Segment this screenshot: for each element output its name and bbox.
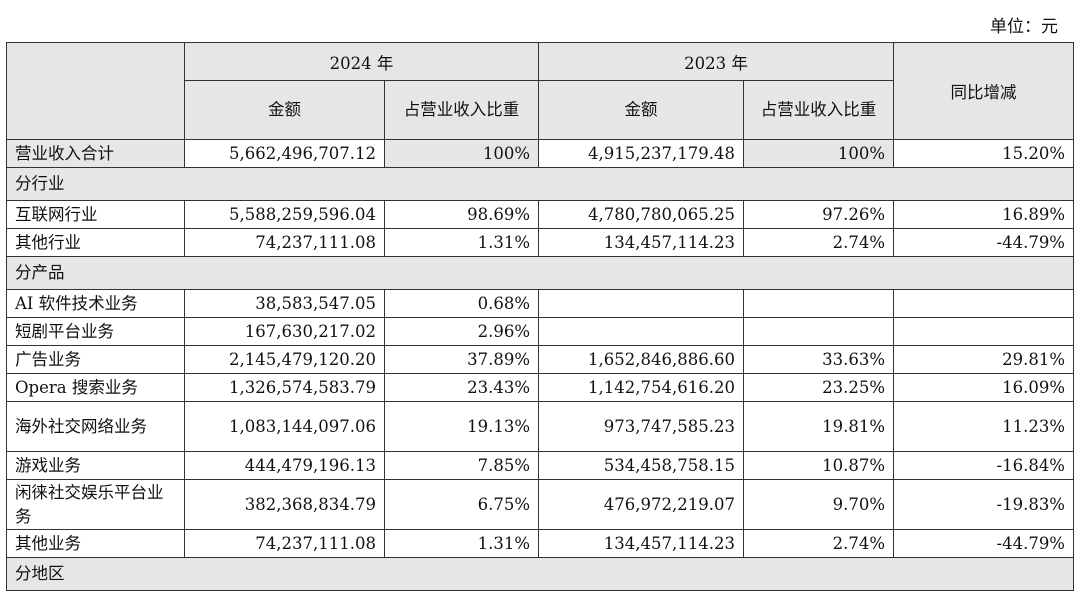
amount-2024: 74,237,111.08 bbox=[184, 529, 385, 558]
total-label: 营业收入合计 bbox=[6, 139, 185, 168]
ratio-2023: 2.74% bbox=[743, 228, 894, 257]
yoy-change: 16.09% bbox=[893, 373, 1074, 402]
revenue-table: 2024 年 2023 年 同比增减 金额 占营业收入比重 金额 占营业收入比重… bbox=[6, 42, 1074, 591]
table-row: 短剧平台业务 167,630,217.02 2.96% bbox=[6, 317, 1074, 346]
ratio-2024: 2.96% bbox=[384, 317, 539, 346]
ratio-2024: 7.85% bbox=[384, 451, 539, 480]
amount-2023: 1,142,754,616.20 bbox=[538, 373, 744, 402]
total-yoy: 15.20% bbox=[893, 139, 1074, 168]
amount-2023: 4,780,780,065.25 bbox=[538, 200, 744, 229]
total-ratio-2024: 100% bbox=[384, 139, 539, 168]
amount-2023: 134,457,114.23 bbox=[538, 529, 744, 558]
header-row-fields: 金额 占营业收入比重 金额 占营业收入比重 bbox=[7, 80, 1074, 140]
ratio-2024: 1.31% bbox=[384, 529, 539, 558]
ratio-2024: 19.13% bbox=[384, 401, 539, 452]
ratio-2024: 6.75% bbox=[384, 479, 539, 530]
row-label: 游戏业务 bbox=[6, 451, 185, 480]
section-label-region: 分地区 bbox=[6, 557, 1074, 591]
amount-2024: 2,145,479,120.20 bbox=[184, 345, 385, 374]
table-row: 海外社交网络业务 1,083,144,097.06 19.13% 973,747… bbox=[6, 401, 1074, 452]
table-row: 闲徕社交娱乐平台业务 382,368,834.79 6.75% 476,972,… bbox=[6, 479, 1074, 530]
yoy-change: -16.84% bbox=[893, 451, 1074, 480]
header-row-years: 2024 年 2023 年 同比增减 bbox=[6, 42, 1074, 140]
header-amount-2023: 金额 bbox=[538, 80, 744, 140]
total-row: 营业收入合计 5,662,496,707.12 100% 4,915,237,1… bbox=[6, 139, 1074, 168]
yoy-change: -19.83% bbox=[893, 479, 1074, 530]
amount-2023 bbox=[538, 289, 744, 318]
row-label: 闲徕社交娱乐平台业务 bbox=[6, 479, 185, 530]
yoy-change: -44.79% bbox=[893, 529, 1074, 558]
amount-2023: 1,652,846,886.60 bbox=[538, 345, 744, 374]
amount-2023: 134,457,114.23 bbox=[538, 228, 744, 257]
table-row: 其他行业 74,237,111.08 1.31% 134,457,114.23 … bbox=[6, 228, 1074, 257]
ratio-2023: 97.26% bbox=[743, 200, 894, 229]
table-header: 2024 年 2023 年 同比增减 金额 占营业收入比重 金额 占营业收入比重 bbox=[6, 42, 1074, 140]
ratio-2023: 23.25% bbox=[743, 373, 894, 402]
row-label: Opera 搜索业务 bbox=[6, 373, 185, 402]
header-yoy: 同比增减 bbox=[893, 42, 1074, 140]
ratio-2023 bbox=[743, 289, 894, 318]
ratio-2023: 10.87% bbox=[743, 451, 894, 480]
amount-2024: 444,479,196.13 bbox=[184, 451, 385, 480]
section-label-industry: 分行业 bbox=[6, 167, 1074, 201]
table-row: 游戏业务 444,479,196.13 7.85% 534,458,758.15… bbox=[6, 451, 1074, 480]
section-row-industry: 分行业 bbox=[6, 167, 1074, 201]
total-amount-2024: 5,662,496,707.12 bbox=[184, 139, 385, 168]
amount-2024: 167,630,217.02 bbox=[184, 317, 385, 346]
total-ratio-2023: 100% bbox=[743, 139, 894, 168]
amount-2023: 973,747,585.23 bbox=[538, 401, 744, 452]
header-ratio-2023: 占营业收入比重 bbox=[743, 80, 894, 140]
header-blank bbox=[6, 42, 185, 140]
row-label: 其他行业 bbox=[6, 228, 185, 257]
ratio-2024: 98.69% bbox=[384, 200, 539, 229]
yoy-change: 11.23% bbox=[893, 401, 1074, 452]
amount-2024: 5,588,259,596.04 bbox=[184, 200, 385, 229]
ratio-2023: 19.81% bbox=[743, 401, 894, 452]
ratio-2024: 1.31% bbox=[384, 228, 539, 257]
ratio-2024: 23.43% bbox=[384, 373, 539, 402]
amount-2024: 1,326,574,583.79 bbox=[184, 373, 385, 402]
ratio-2023: 2.74% bbox=[743, 529, 894, 558]
amount-2023: 534,458,758.15 bbox=[538, 451, 744, 480]
amount-2024: 382,368,834.79 bbox=[184, 479, 385, 530]
table-row: AI 软件技术业务 38,583,547.05 0.68% bbox=[6, 289, 1074, 318]
unit-label: 单位：元 bbox=[990, 17, 1058, 37]
row-label: AI 软件技术业务 bbox=[6, 289, 185, 318]
row-label: 其他业务 bbox=[6, 529, 185, 558]
ratio-2024: 37.89% bbox=[384, 345, 539, 374]
section-label-product: 分产品 bbox=[6, 256, 1074, 290]
row-label: 广告业务 bbox=[6, 345, 185, 374]
amount-2024: 38,583,547.05 bbox=[184, 289, 385, 318]
row-label: 短剧平台业务 bbox=[6, 317, 185, 346]
row-label: 海外社交网络业务 bbox=[6, 401, 185, 452]
row-label: 互联网行业 bbox=[6, 200, 185, 229]
header-year-2023: 2023 年 bbox=[538, 42, 894, 81]
yoy-change: 16.89% bbox=[893, 200, 1074, 229]
yoy-change: 29.81% bbox=[893, 345, 1074, 374]
table-row: 其他业务 74,237,111.08 1.31% 134,457,114.23 … bbox=[6, 529, 1074, 558]
header-year-2024: 2024 年 bbox=[184, 42, 539, 81]
yoy-change bbox=[893, 317, 1074, 346]
section-row-product: 分产品 bbox=[6, 256, 1074, 290]
table-row: 互联网行业 5,588,259,596.04 98.69% 4,780,780,… bbox=[6, 200, 1074, 229]
total-amount-2023: 4,915,237,179.48 bbox=[538, 139, 744, 168]
ratio-2023 bbox=[743, 317, 894, 346]
header-ratio-2024: 占营业收入比重 bbox=[384, 80, 539, 140]
ratio-2023: 9.70% bbox=[743, 479, 894, 530]
section-row-region: 分地区 bbox=[6, 557, 1074, 591]
ratio-2024: 0.68% bbox=[384, 289, 539, 318]
amount-2023: 476,972,219.07 bbox=[538, 479, 744, 530]
amount-2024: 74,237,111.08 bbox=[184, 228, 385, 257]
yoy-change bbox=[893, 289, 1074, 318]
ratio-2023: 33.63% bbox=[743, 345, 894, 374]
header-amount-2024: 金额 bbox=[184, 80, 385, 140]
amount-2024: 1,083,144,097.06 bbox=[184, 401, 385, 452]
table-row: 广告业务 2,145,479,120.20 37.89% 1,652,846,8… bbox=[6, 345, 1074, 374]
table-row: Opera 搜索业务 1,326,574,583.79 23.43% 1,142… bbox=[6, 373, 1074, 402]
table-body: 营业收入合计 5,662,496,707.12 100% 4,915,237,1… bbox=[6, 139, 1074, 591]
yoy-change: -44.79% bbox=[893, 228, 1074, 257]
amount-2023 bbox=[538, 317, 744, 346]
